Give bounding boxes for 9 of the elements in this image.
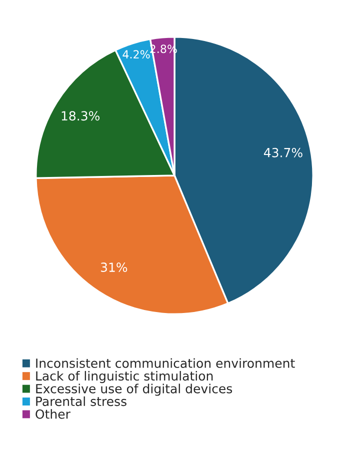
legend-label: Inconsistent communication environment (36, 358, 295, 368)
legend-label: Excessive use of digital devices (36, 384, 232, 396)
legend-label: Other (36, 409, 70, 419)
legend-label: Lack of linguistic stimulation (36, 370, 213, 384)
data-label: 31% (100, 262, 128, 272)
data-label: 18.3% (62, 111, 100, 121)
data-label: 4.2% (122, 50, 150, 59)
legend-label: Parental stress (36, 396, 126, 406)
data-label: 43.7% (264, 148, 302, 158)
